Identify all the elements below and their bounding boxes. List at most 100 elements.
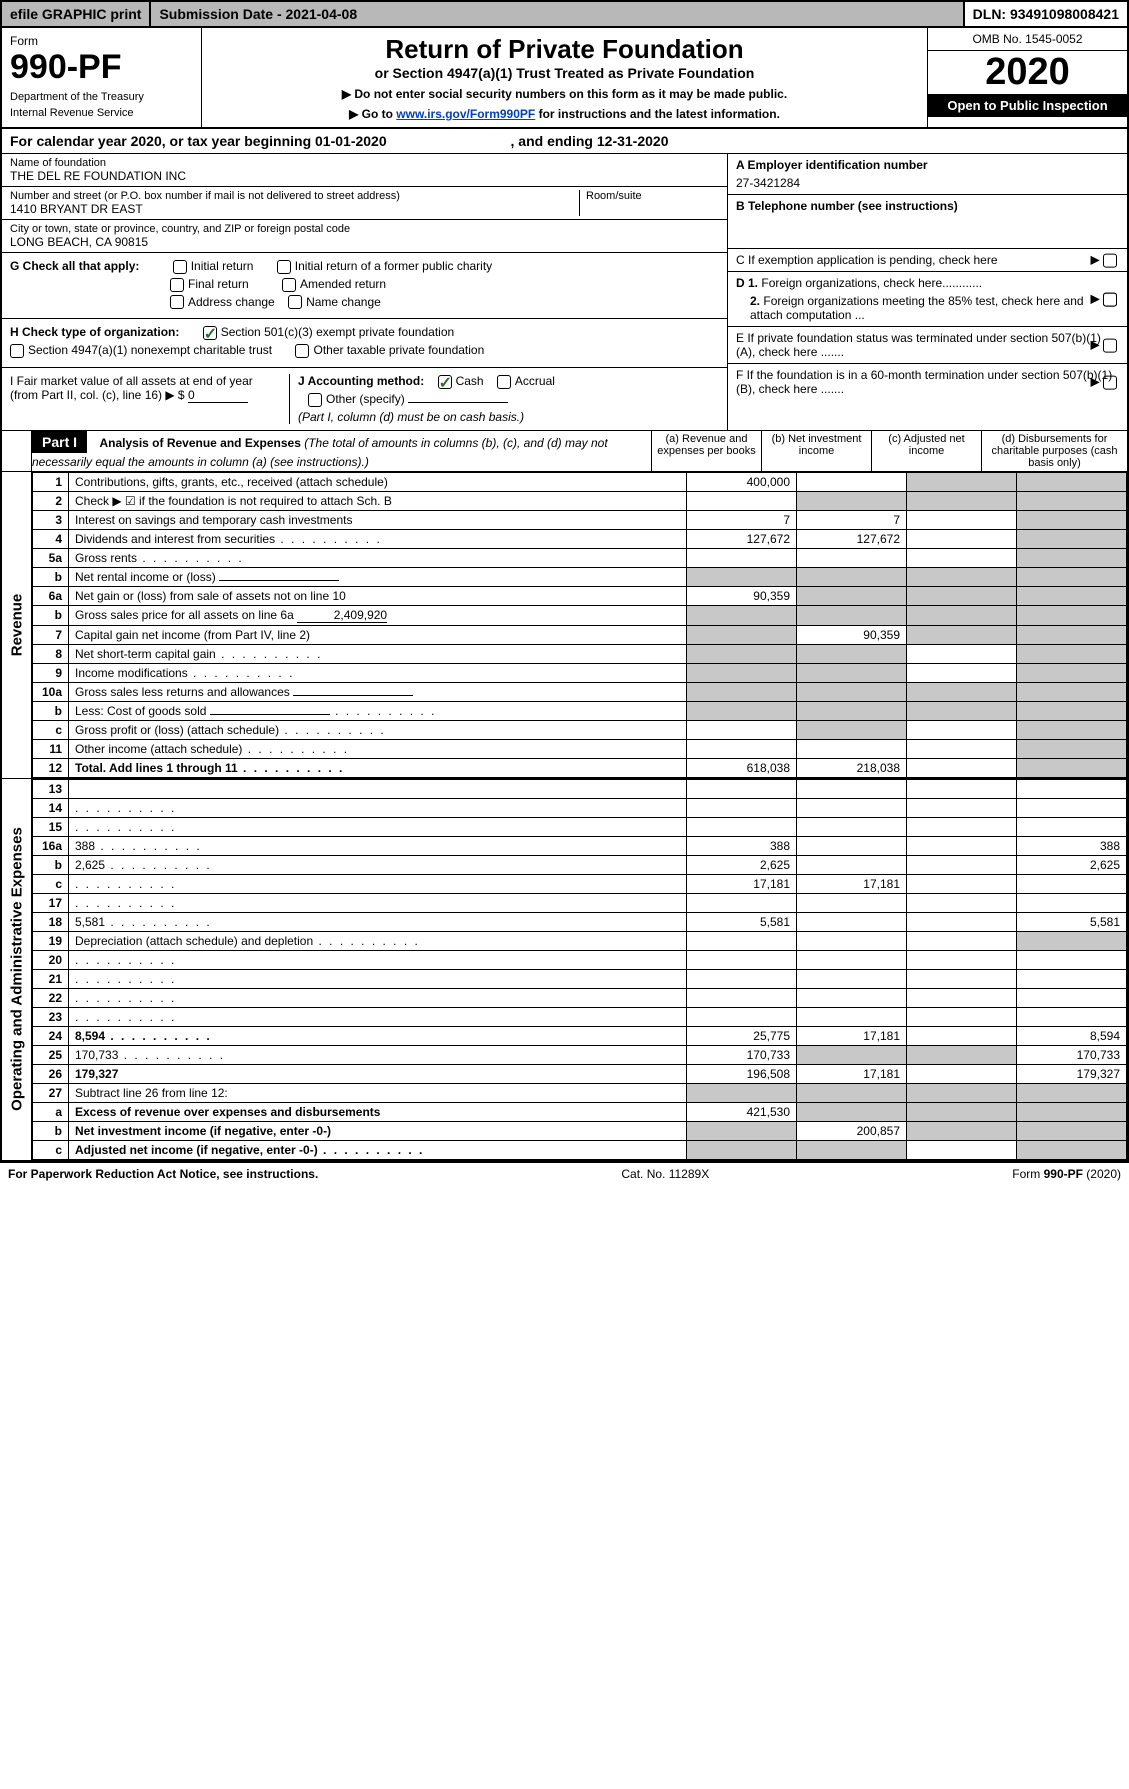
row-number: 5a — [33, 548, 69, 567]
row-number: 8 — [33, 644, 69, 663]
checkbox-f[interactable] — [1103, 375, 1117, 389]
row-desc: Gross sales price for all assets on line… — [69, 605, 687, 625]
table-row: bNet rental income or (loss) — [33, 567, 1127, 586]
cell-c — [907, 720, 1017, 739]
cell-d — [1017, 586, 1127, 605]
checkbox-other-taxable[interactable] — [295, 344, 309, 358]
cell-b — [797, 472, 907, 491]
row-number: c — [33, 1140, 69, 1159]
calendar-year-row: For calendar year 2020, or tax year begi… — [0, 129, 1129, 154]
table-row: 19Depreciation (attach schedule) and dep… — [33, 931, 1127, 950]
cell-c — [907, 663, 1017, 682]
cell-d — [1017, 529, 1127, 548]
cell-b — [797, 567, 907, 586]
checkbox-amended[interactable] — [282, 278, 296, 292]
cell-d — [1017, 817, 1127, 836]
row-number: 14 — [33, 798, 69, 817]
row-number: 25 — [33, 1045, 69, 1064]
cell-b — [797, 644, 907, 663]
cell-d: 388 — [1017, 836, 1127, 855]
revenue-table: Revenue 1Contributions, gifts, grants, e… — [0, 472, 1129, 779]
cell-d — [1017, 605, 1127, 625]
checkbox-name-change[interactable] — [288, 295, 302, 309]
checkbox-4947a1[interactable] — [10, 344, 24, 358]
cell-d: 2,625 — [1017, 855, 1127, 874]
tax-year: 2020 — [928, 51, 1127, 94]
cell-d: 8,594 — [1017, 1026, 1127, 1045]
checkbox-d2[interactable] — [1103, 292, 1117, 306]
cell-b: 200,857 — [797, 1121, 907, 1140]
table-row: bLess: Cost of goods sold — [33, 701, 1127, 720]
row-number: 9 — [33, 663, 69, 682]
cell-c — [907, 912, 1017, 931]
cell-c — [907, 950, 1017, 969]
cell-b: 218,038 — [797, 758, 907, 777]
checkbox-address-change[interactable] — [170, 295, 184, 309]
part1-header-row: Part I Analysis of Revenue and Expenses … — [0, 430, 1129, 472]
cell-d: 179,327 — [1017, 1064, 1127, 1083]
row-number: 10a — [33, 682, 69, 701]
cell-d — [1017, 1121, 1127, 1140]
row-number: b — [33, 567, 69, 586]
row-desc: Excess of revenue over expenses and disb… — [69, 1102, 687, 1121]
checkbox-other-method[interactable] — [308, 393, 322, 407]
cell-a — [687, 701, 797, 720]
cell-a — [687, 1121, 797, 1140]
cell-b — [797, 701, 907, 720]
row-desc: Net investment income (if negative, ente… — [69, 1121, 687, 1140]
checkbox-final-return[interactable] — [170, 278, 184, 292]
checkbox-accrual[interactable] — [497, 375, 511, 389]
cell-a — [687, 720, 797, 739]
checkbox-cash[interactable] — [438, 375, 452, 389]
row-desc — [69, 874, 687, 893]
dept-treasury: Department of the Treasury — [10, 91, 193, 103]
checkbox-c[interactable] — [1103, 253, 1117, 267]
cell-a — [687, 1083, 797, 1102]
cell-c — [907, 931, 1017, 950]
street-cell: Number and street (or P.O. box number if… — [2, 187, 727, 220]
row-desc: Interest on savings and temporary cash i… — [69, 510, 687, 529]
irs-link[interactable]: www.irs.gov/Form990PF — [396, 107, 535, 121]
part1-label: Part I — [32, 431, 87, 453]
row-desc: Income modifications — [69, 663, 687, 682]
table-row: 12Total. Add lines 1 through 11618,03821… — [33, 758, 1127, 777]
cell-c — [907, 988, 1017, 1007]
cell-c — [907, 758, 1017, 777]
cell-c — [907, 817, 1017, 836]
row-desc — [69, 798, 687, 817]
row-desc: Other income (attach schedule) — [69, 739, 687, 758]
checkbox-e[interactable] — [1103, 338, 1117, 352]
cell-d — [1017, 567, 1127, 586]
row-number: 3 — [33, 510, 69, 529]
section-d: D 1. Foreign organizations, check here..… — [728, 272, 1127, 327]
checkbox-initial-public[interactable] — [277, 260, 291, 274]
cell-a: 17,181 — [687, 874, 797, 893]
table-row: 26179,327196,50817,181179,327 — [33, 1064, 1127, 1083]
cell-a — [687, 625, 797, 644]
row-desc: 5,581 — [69, 912, 687, 931]
ein-cell: A Employer identification number 27-3421… — [728, 154, 1127, 195]
row-desc — [69, 1007, 687, 1026]
checkbox-501c3[interactable] — [203, 326, 217, 340]
row-number: 1 — [33, 472, 69, 491]
table-row: 6aNet gain or (loss) from sale of assets… — [33, 586, 1127, 605]
fmv-value: 0 — [188, 388, 248, 403]
info-grid: Name of foundation THE DEL RE FOUNDATION… — [0, 154, 1129, 430]
form-label: Form — [10, 34, 193, 48]
cell-a — [687, 605, 797, 625]
row-desc: Check ▶ ☑ if the foundation is not requi… — [69, 491, 687, 510]
cell-c — [907, 1007, 1017, 1026]
cell-b: 17,181 — [797, 1064, 907, 1083]
efile-label[interactable]: efile GRAPHIC print — [2, 2, 151, 26]
row-number: 19 — [33, 931, 69, 950]
cell-b — [797, 950, 907, 969]
cell-c — [907, 1121, 1017, 1140]
foundation-name-cell: Name of foundation THE DEL RE FOUNDATION… — [2, 154, 727, 187]
table-row: 3Interest on savings and temporary cash … — [33, 510, 1127, 529]
cell-d: 5,581 — [1017, 912, 1127, 931]
checkbox-initial-return[interactable] — [173, 260, 187, 274]
cell-b — [797, 1102, 907, 1121]
cell-c — [907, 779, 1017, 798]
cell-c — [907, 1064, 1017, 1083]
phone-cell: B Telephone number (see instructions) — [728, 195, 1127, 249]
